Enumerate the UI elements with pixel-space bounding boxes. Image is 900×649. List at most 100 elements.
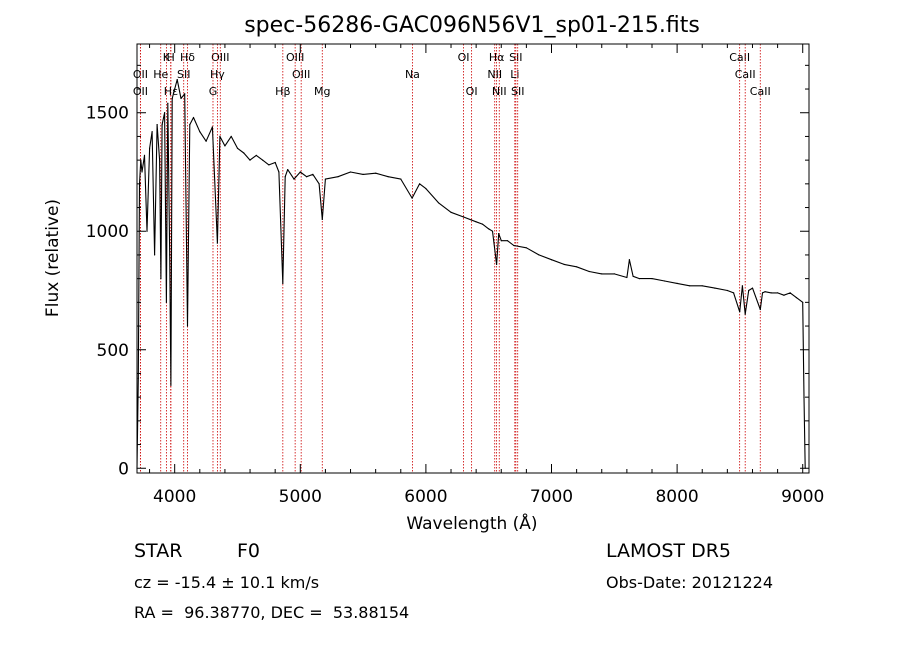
spectrum-point	[748, 289, 750, 292]
spectrum-point	[437, 202, 440, 204]
spectrum-point	[278, 171, 280, 173]
spectrum-point	[803, 396, 805, 398]
spectrum-point	[154, 254, 156, 256]
spectrum-point	[230, 135, 232, 137]
spectrum-point	[262, 159, 264, 161]
spectrum-point	[274, 161, 276, 164]
spectral-line-label: Hβ	[275, 85, 290, 98]
y-tick-label: 500	[97, 341, 129, 361]
x-tick-label: 7000	[530, 487, 573, 507]
spectral-line-label: OIII	[211, 51, 229, 64]
spectrum-point	[628, 259, 631, 261]
spectrum-point	[249, 159, 251, 161]
spectrum-point	[425, 188, 427, 190]
spectrum-point	[143, 154, 146, 156]
spectrum-point	[651, 278, 653, 280]
spectrum-point	[224, 145, 226, 147]
spectrum-point	[375, 172, 377, 174]
spectrum-point	[219, 135, 221, 137]
spectral-line-label: K	[163, 51, 171, 64]
spectrum-point	[761, 292, 764, 294]
spectrum-point	[211, 126, 213, 128]
spectrum-point	[156, 124, 158, 126]
spectrum-point	[726, 289, 729, 292]
spectrum-point	[321, 218, 323, 220]
survey-name: LAMOST DR5	[606, 540, 731, 562]
spectrum-point	[192, 116, 195, 119]
spectrum-point	[362, 173, 364, 175]
spectral-line-label: Hε	[164, 85, 178, 98]
spectrum-point	[167, 102, 169, 104]
spectrum-point	[500, 240, 502, 242]
spectral-line-label: Na	[405, 68, 420, 81]
spectrum-point	[268, 164, 270, 166]
spectrum-point	[216, 242, 218, 244]
spectrum-point	[664, 280, 666, 282]
spectral-line-label: G	[209, 85, 218, 98]
spectrum-point	[282, 282, 284, 284]
spectrum-point	[419, 183, 421, 185]
chart-title: spec-56286-GAC096N56V1_sp01-215.fits	[244, 13, 700, 38]
spectrum-point	[306, 176, 308, 178]
spectral-line-label: Hδ	[180, 51, 195, 64]
object-class: STAR	[134, 540, 183, 562]
spectrum-point	[151, 131, 153, 133]
spectrum-point	[169, 254, 171, 256]
spectrum-point	[638, 278, 641, 280]
spectral-line-label: NII	[487, 68, 502, 81]
spectrum-point	[400, 178, 402, 180]
spectrum-point	[475, 221, 477, 223]
spectrum-point	[741, 285, 744, 287]
plot-frame	[136, 43, 810, 474]
spectral-line-label: CaII	[729, 51, 750, 64]
spectrum-point	[141, 171, 143, 173]
axis-ticks: 4000 5000 6000 7000 8000 9000 0 500 1000 1500	[86, 44, 824, 507]
spectrum-point	[236, 147, 239, 149]
spectrum-point	[184, 93, 186, 95]
spectral-line-label: SII	[511, 85, 524, 98]
spectrum-point	[525, 247, 528, 249]
x-tick-label: 9000	[781, 487, 824, 507]
spectrum-point	[601, 273, 603, 275]
spectral-line-markers: HδKHOIIIOIIIOIHαSIICaIIOIIHeSIIHγOIIINaN…	[133, 44, 771, 473]
spectrum-point	[159, 159, 161, 161]
y-tick-label: 1000	[86, 222, 129, 242]
spectrum-point	[287, 169, 289, 171]
spectrum-point	[491, 230, 494, 232]
x-tick-label: 4000	[153, 487, 196, 507]
spectrum-point	[701, 285, 703, 287]
spectral-line-label: CaII	[735, 68, 756, 81]
spectrum-point	[626, 276, 628, 279]
ra-dec-coords: RA = 96.38770, DEC = 53.88154	[134, 603, 410, 622]
spectrum-point	[488, 228, 490, 230]
spectrum-point	[243, 152, 245, 154]
spectral-line-label: He	[153, 68, 168, 81]
spectrum-point	[337, 176, 339, 178]
spectrum-point	[498, 233, 500, 235]
spectrum-series	[136, 79, 806, 469]
spectral-line-label: OI	[466, 85, 478, 98]
spectrum-point	[349, 171, 352, 173]
spectrum-point	[513, 244, 515, 247]
spectral-line-label: SII	[177, 68, 190, 81]
spectrum-point	[733, 292, 735, 294]
spectrum-point	[751, 287, 754, 289]
spectrum-point	[795, 297, 798, 299]
spectrum-point	[714, 287, 716, 289]
spectrum-point	[411, 197, 413, 199]
spectrum-point	[563, 263, 565, 265]
spectrum-point	[783, 294, 785, 296]
spectral-line-label: Li	[510, 68, 519, 81]
redshift-cz: cz = -15.4 ± 10.1 km/s	[134, 573, 320, 592]
spectrum-point	[324, 178, 326, 180]
spectrum-point	[170, 384, 172, 386]
x-tick-label: 6000	[404, 487, 447, 507]
spectral-line-label: OIII	[286, 51, 304, 64]
spectrum-point	[171, 97, 173, 100]
x-axis-label: Wavelength (Å)	[406, 512, 537, 534]
spectrum-point	[165, 301, 167, 303]
spectrum-point	[205, 140, 207, 142]
spectrum-point	[676, 282, 678, 284]
spectrum-point	[481, 223, 483, 225]
y-axis-label: Flux (relative)	[43, 199, 63, 317]
